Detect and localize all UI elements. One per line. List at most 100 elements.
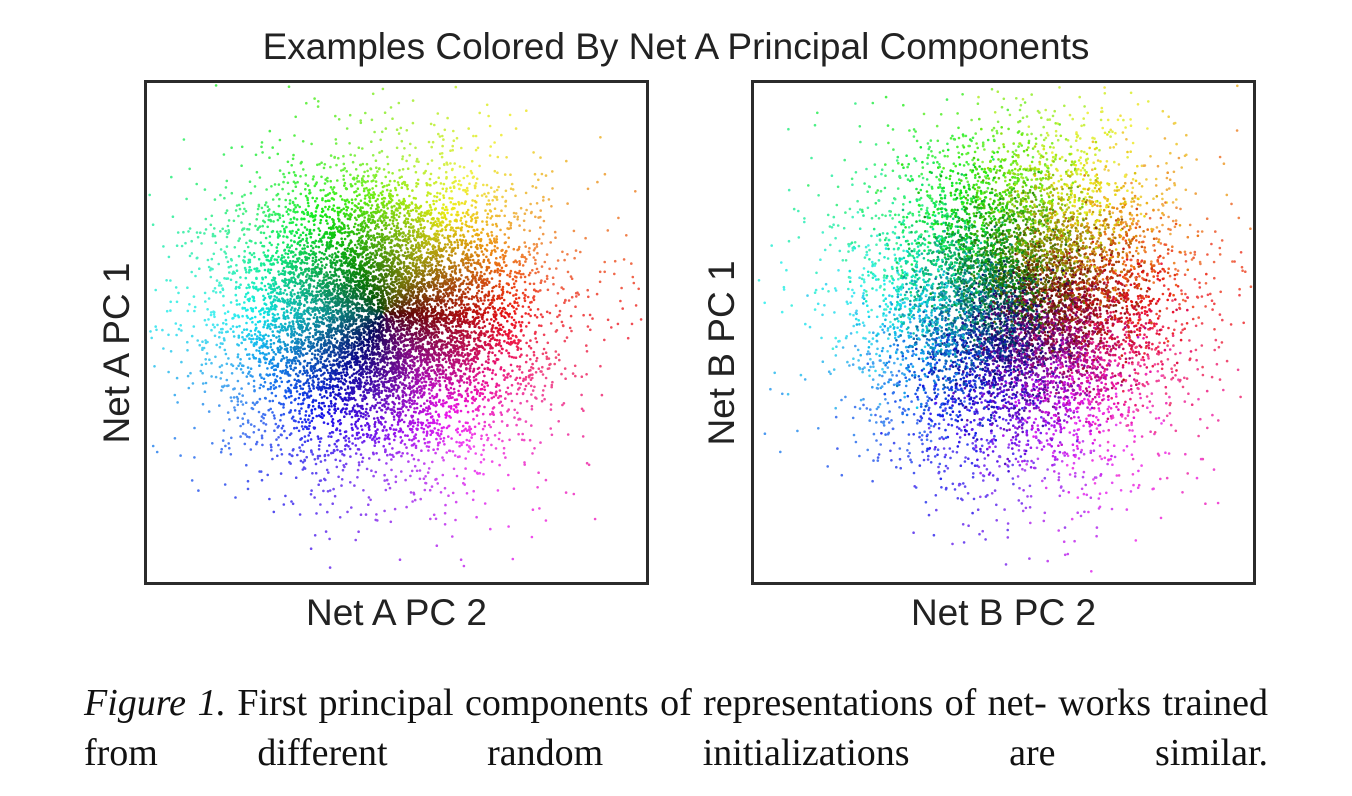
scatter-point-net-a <box>513 408 516 412</box>
scatter-point-net-a <box>247 228 251 231</box>
scatter-point-net-a <box>367 388 370 392</box>
scatter-point-net-a <box>398 211 402 215</box>
scatter-point-net-a <box>389 337 392 341</box>
scatter-point-net-a <box>523 299 527 303</box>
scatter-point-net-a <box>299 312 302 316</box>
scatter-point-net-a <box>432 513 436 517</box>
scatter-point-net-a <box>262 421 265 425</box>
scatter-point-net-a <box>364 242 368 246</box>
scatter-point-net-a <box>507 220 511 224</box>
scatter-point-net-a <box>355 341 359 345</box>
scatter-point-net-a <box>208 358 211 362</box>
scatter-point-net-a <box>148 193 151 197</box>
scatter-point-net-a <box>403 374 407 377</box>
scatter-point-net-a <box>385 428 388 432</box>
scatter-point-net-a <box>271 300 275 303</box>
scatter-point-net-a <box>240 341 243 345</box>
scatter-point-net-a <box>458 420 461 423</box>
scatter-point-net-a <box>204 339 207 342</box>
scatter-point-net-a <box>308 414 311 418</box>
scatter-point-net-a <box>387 223 391 227</box>
scatter-point-net-a <box>347 399 350 402</box>
scatter-point-net-a <box>436 482 440 485</box>
scatter-point-net-a <box>421 230 425 233</box>
scatter-point-net-a <box>419 285 423 289</box>
scatter-point-net-a <box>444 313 447 317</box>
scatter-point-net-a <box>309 493 313 496</box>
scatter-point-net-a <box>242 233 246 236</box>
scatter-point-net-a <box>258 176 262 179</box>
scatter-point-net-a <box>443 236 446 240</box>
scatter-point-net-a <box>286 305 289 308</box>
scatter-point-net-a <box>469 258 472 262</box>
scatter-point-net-a <box>384 488 388 492</box>
scatter-point-net-a <box>466 174 469 178</box>
scatter-point-net-a <box>265 342 268 346</box>
scatter-point-net-a <box>211 232 215 236</box>
scatter-point-net-a <box>403 199 407 203</box>
scatter-point-net-a <box>361 372 364 376</box>
scatter-point-net-a <box>308 274 311 278</box>
scatter-point-net-a <box>248 222 252 226</box>
scatter-point-net-a <box>517 296 521 300</box>
scatter-point-net-a <box>458 284 461 288</box>
scatter-point-net-a <box>286 245 289 249</box>
scatter-point-net-a <box>487 114 490 118</box>
scatter-point-net-a <box>393 179 396 183</box>
scatter-point-net-a <box>544 351 548 355</box>
scatter-point-net-a <box>167 255 171 259</box>
scatter-point-net-a <box>439 182 443 185</box>
scatter-point-net-a <box>606 229 610 232</box>
scatter-point-net-a <box>437 176 441 179</box>
scatter-point-net-a <box>514 279 518 283</box>
scatter-point-net-a <box>308 424 311 428</box>
scatter-point-net-a <box>391 287 394 291</box>
scatter-point-net-a <box>305 228 309 231</box>
scatter-point-net-a <box>375 437 379 441</box>
scatter-point-net-a <box>449 240 453 244</box>
scatter-point-net-a <box>408 194 411 198</box>
scatter-point-net-a <box>337 380 340 383</box>
scatter-point-net-a <box>355 177 359 180</box>
scatter-point-net-a <box>388 265 392 269</box>
scatter-point-net-a <box>331 424 335 428</box>
scatter-point-net-a <box>233 313 236 316</box>
scatter-point-net-a <box>466 265 470 269</box>
scatter-point-net-a <box>419 261 423 264</box>
scatter-point-net-a <box>262 262 266 265</box>
scatter-point-net-a <box>352 320 355 323</box>
scatter-point-net-a <box>470 204 474 207</box>
scatter-point-net-a <box>363 187 366 191</box>
scatter-point-net-a <box>251 320 254 324</box>
scatter-point-net-a <box>338 459 342 463</box>
scatter-point-net-a <box>319 237 322 241</box>
scatter-point-net-a <box>467 261 470 265</box>
scatter-point-net-a <box>533 172 537 176</box>
scatter-point-net-a <box>535 267 539 271</box>
scatter-point-net-a <box>235 299 238 302</box>
scatter-point-net-a <box>344 214 347 218</box>
scatter-point-net-a <box>406 324 409 327</box>
scatter-point-net-a <box>434 410 438 414</box>
scatter-point-net-a <box>416 359 420 363</box>
scatter-point-net-a <box>286 314 289 318</box>
scatter-point-net-a <box>198 267 201 270</box>
scatter-point-net-a <box>413 337 417 341</box>
scatter-point-net-a <box>420 394 423 398</box>
scatter-point-net-a <box>477 366 481 370</box>
scatter-point-net-a <box>235 263 238 267</box>
scatter-point-net-a <box>318 250 321 254</box>
scatter-point-net-a <box>444 368 448 372</box>
scatter-point-net-a <box>487 399 490 402</box>
scatter-point-net-a <box>271 348 274 352</box>
scatter-point-net-a <box>493 207 497 210</box>
scatter-point-net-a <box>537 237 541 241</box>
scatter-point-net-a <box>438 241 442 245</box>
scatter-point-net-a <box>404 234 407 237</box>
scatter-point-net-a <box>379 191 383 195</box>
scatter-point-net-a <box>296 203 299 207</box>
scatter-point-net-a <box>205 323 208 327</box>
scatter-point-net-a <box>420 387 424 390</box>
scatter-point-net-a <box>297 396 301 400</box>
scatter-point-net-a <box>269 287 273 291</box>
